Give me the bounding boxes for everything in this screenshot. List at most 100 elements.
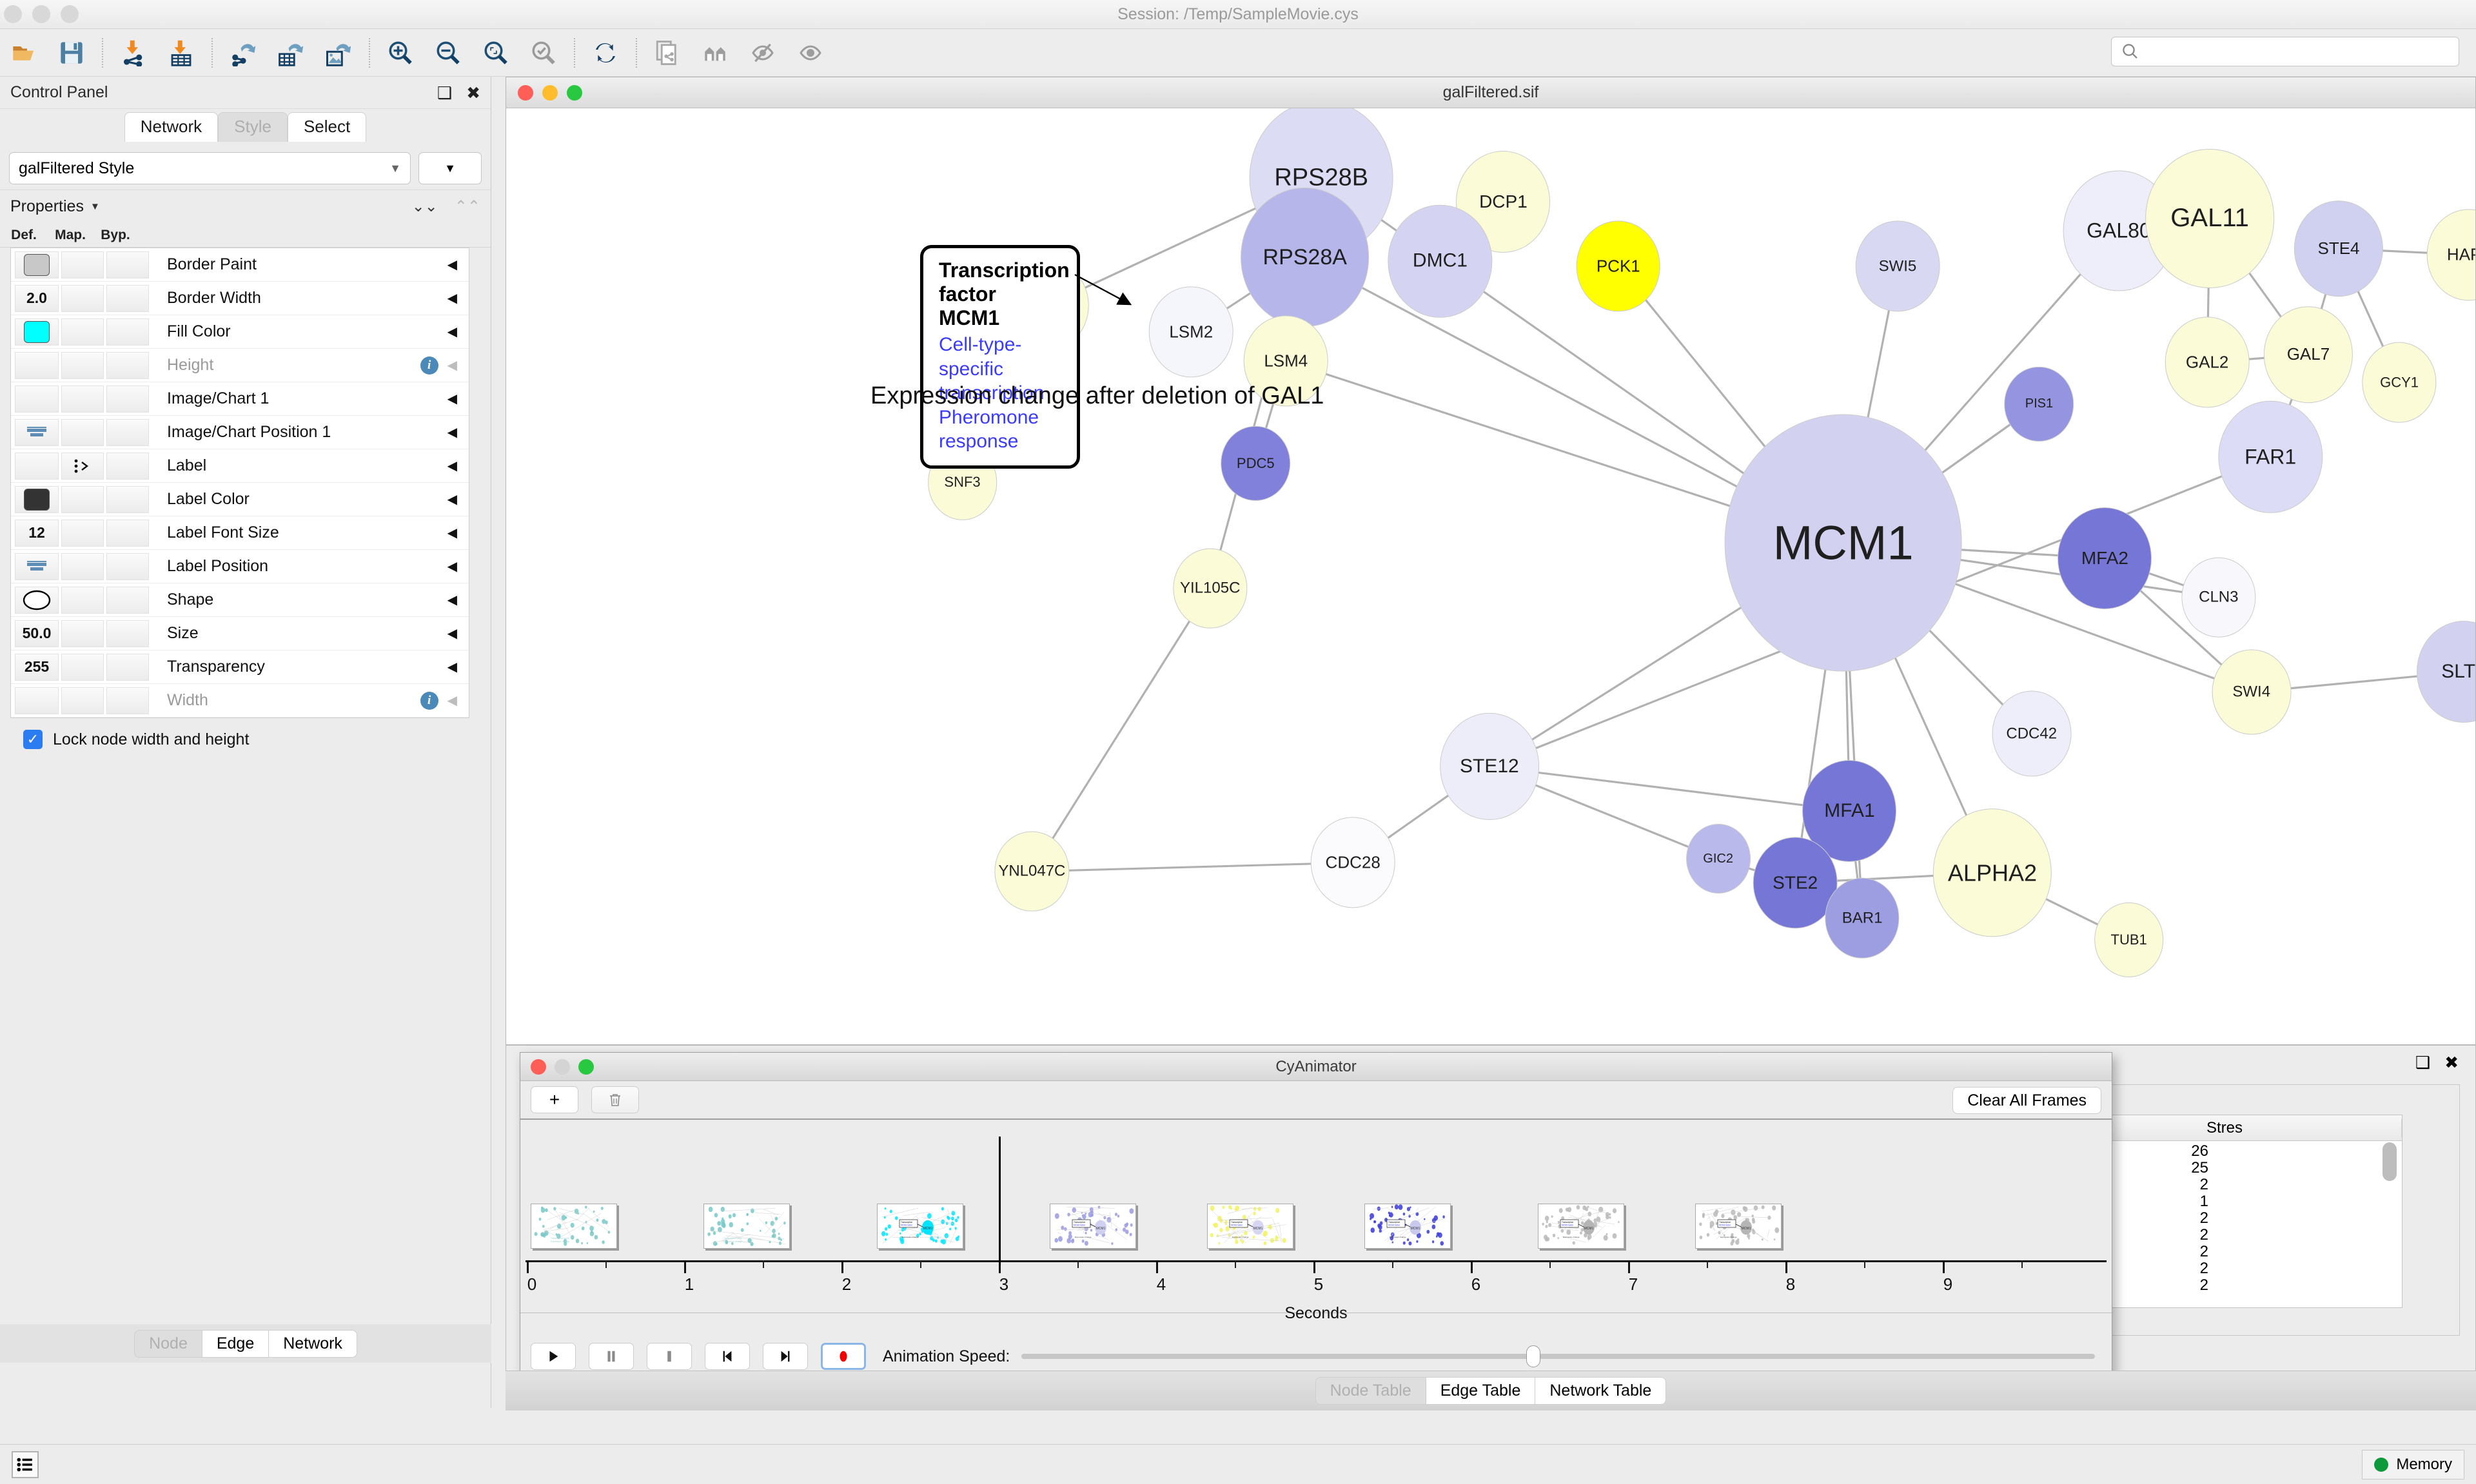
tab-edge[interactable]: Edge [202, 1329, 269, 1358]
cyanimator-maximize-dot[interactable] [578, 1059, 594, 1075]
table-cell[interactable]: 2 [2199, 1209, 2208, 1227]
expand-property-icon[interactable]: ◀ [447, 493, 457, 507]
animation-speed-knob[interactable] [1526, 1345, 1540, 1367]
skip-end-button[interactable] [763, 1343, 808, 1370]
save-session-icon[interactable] [48, 32, 95, 74]
close-window-dot[interactable] [4, 5, 22, 23]
table-col-stres[interactable]: Stres [2048, 1118, 2402, 1137]
maximize-window-dot[interactable] [61, 5, 79, 23]
property-row[interactable]: 255 Transparency ◀ [11, 650, 469, 684]
network-node[interactable]: CDC42 [1992, 690, 2072, 777]
cyanimator-minimize-dot[interactable] [555, 1059, 570, 1075]
property-mapping-cell[interactable] [61, 620, 104, 647]
timeline-frame[interactable]: MCM1 Transcription MCM1 factor Expression c… [1207, 1204, 1294, 1249]
network-window-controls[interactable] [518, 84, 582, 101]
tab-style[interactable]: Style [218, 112, 288, 142]
expand-property-icon[interactable]: ◀ [447, 325, 457, 339]
export-table-icon[interactable] [267, 32, 315, 74]
network-node[interactable]: ALPHA2 [1932, 808, 2052, 937]
zoom-out-icon[interactable] [424, 32, 472, 74]
timeline-frame[interactable]: MCM1 Transcription MCM1 factor Expression c… [1537, 1204, 1624, 1249]
table-cell[interactable]: 1 [2199, 1193, 2208, 1210]
search-input[interactable] [2111, 37, 2459, 66]
tab-node[interactable]: Node [134, 1329, 202, 1358]
timeline-frame[interactable]: MCM1 Transcription MCM1 factor Expression c… [1695, 1204, 1782, 1249]
network-edge[interactable] [1032, 861, 1353, 873]
network-node[interactable]: LSM4 [1244, 315, 1328, 407]
properties-menu-icon[interactable]: ▼ [90, 201, 100, 212]
cyanimator-close-dot[interactable] [531, 1059, 546, 1075]
network-node[interactable]: RPS28A [1240, 188, 1370, 327]
table-cell[interactable]: 25 [2191, 1159, 2208, 1176]
window-controls[interactable] [0, 5, 79, 23]
close-table-panel-icon[interactable]: ✖ [2444, 1052, 2459, 1072]
network-node[interactable]: DMC1 [1388, 204, 1493, 318]
network-node[interactable]: GAL11 [2145, 148, 2274, 288]
network-edge[interactable] [1031, 587, 1212, 872]
delete-frame-button[interactable] [591, 1086, 639, 1113]
property-mapping-cell[interactable] [61, 653, 104, 681]
network-edge[interactable] [1489, 765, 1850, 812]
table-cell[interactable]: 2 [2199, 1260, 2208, 1277]
property-mapping-cell[interactable] [61, 586, 104, 614]
lock-node-wh-row[interactable]: ✓ Lock node width and height [23, 730, 491, 749]
property-default-cell[interactable]: 50.0 [15, 620, 59, 647]
network-node[interactable]: CLN3 [2181, 557, 2256, 638]
open-session-icon[interactable] [0, 32, 48, 74]
network-node[interactable]: MCM1 [1724, 414, 1963, 672]
tab-select[interactable]: Select [287, 112, 367, 142]
expand-property-icon[interactable]: ◀ [447, 291, 457, 306]
property-bypass-cell[interactable] [106, 452, 149, 480]
property-mapping-cell[interactable] [61, 318, 104, 346]
property-mapping-cell[interactable] [61, 552, 104, 580]
expand-property-icon[interactable]: ◀ [447, 392, 457, 406]
property-mapping-cell[interactable] [61, 284, 104, 312]
expand-property-icon[interactable]: ◀ [447, 593, 457, 607]
timeline-frame[interactable]: MCM1 Transcription MCM1 factor Expression c… [1364, 1204, 1451, 1249]
property-bypass-cell[interactable] [106, 552, 149, 580]
tab-edge-table[interactable]: Edge Table [1426, 1377, 1535, 1405]
export-network-icon[interactable] [219, 32, 267, 74]
property-bypass-cell[interactable] [106, 418, 149, 446]
property-default-cell[interactable] [15, 318, 59, 346]
network-node[interactable]: GAL7 [2263, 306, 2353, 403]
memory-status-button[interactable]: Memory [2362, 1449, 2464, 1479]
property-row[interactable]: Label Position ◀ [11, 550, 469, 583]
timeline-frame[interactable]: MCM1 Transcription MCM1 factor Expression c… [876, 1204, 963, 1249]
property-mapping-cell[interactable] [61, 452, 104, 480]
network-node[interactable]: STE4 [2294, 200, 2384, 297]
network-node[interactable]: YNL047C [994, 831, 1069, 912]
property-default-cell[interactable] [15, 452, 59, 480]
merge-networks-icon[interactable] [691, 32, 739, 74]
zoom-in-icon[interactable] [377, 32, 424, 74]
color-swatch[interactable] [24, 253, 50, 276]
property-default-cell[interactable] [15, 586, 59, 614]
timeline-frame[interactable]: Transcription factor Expression change [531, 1204, 617, 1249]
cyanimator-timeline[interactable]: Seconds 0 1 2 3 4 5 6 7 8 9 Transcription factor Ex… [520, 1120, 2112, 1322]
add-frame-button[interactable]: + [531, 1086, 578, 1113]
network-node[interactable]: GIC2 [1685, 824, 1751, 894]
property-default-cell[interactable] [15, 485, 59, 513]
tab-network-table[interactable]: Network Table [1535, 1377, 1667, 1405]
export-image-icon[interactable] [315, 32, 362, 74]
float-panel-icon[interactable]: ❑ [437, 83, 453, 103]
property-mapping-cell[interactable] [61, 687, 104, 714]
expand-property-icon[interactable]: ◀ [447, 459, 457, 473]
property-row[interactable]: Border Paint ◀ [11, 248, 469, 282]
expand-property-icon[interactable]: ◀ [447, 560, 457, 574]
zoom-selected-icon[interactable] [520, 32, 567, 74]
network-node[interactable]: GCY1 [2362, 342, 2437, 423]
task-list-icon[interactable] [12, 1450, 39, 1478]
timeline-frame[interactable]: Transcription factor Expression change [703, 1204, 791, 1249]
skip-start-button[interactable] [705, 1343, 750, 1370]
record-button[interactable] [821, 1343, 866, 1370]
property-mapping-cell[interactable] [61, 251, 104, 278]
property-default-cell[interactable] [15, 251, 59, 278]
property-mapping-cell[interactable] [61, 485, 104, 513]
table-cell[interactable]: 2 [2199, 1226, 2208, 1244]
property-default-cell[interactable]: 2.0 [15, 284, 59, 312]
property-bypass-cell[interactable] [106, 687, 149, 714]
network-node[interactable]: SWI4 [2212, 649, 2292, 735]
property-row[interactable]: Label ◀ [11, 449, 469, 483]
network-node[interactable]: BAR1 [1825, 878, 1900, 959]
